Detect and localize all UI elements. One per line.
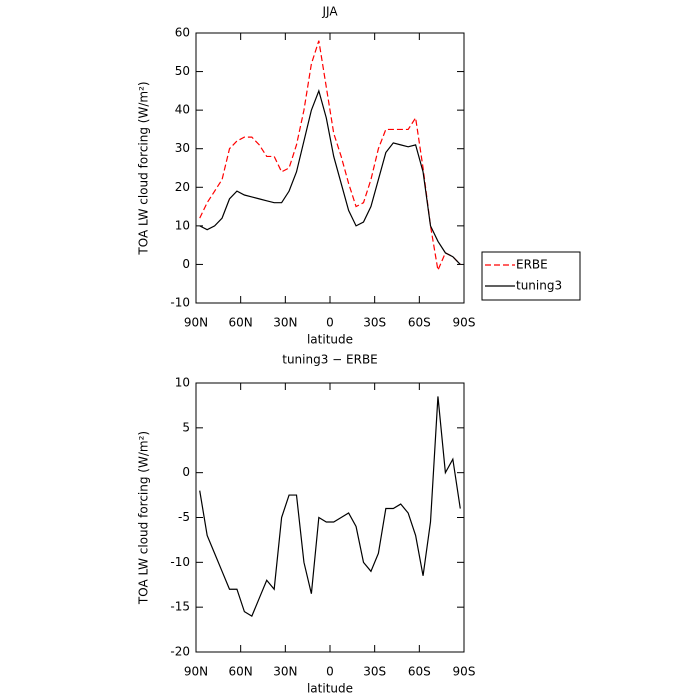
y-tick-label: -5 xyxy=(178,510,190,524)
y-tick-label: -20 xyxy=(170,645,190,659)
y-tick-label: 0 xyxy=(182,465,190,479)
legend-box xyxy=(481,251,581,301)
x-tick-label: 90N xyxy=(184,316,208,330)
legend-label: tuning3 xyxy=(516,279,562,293)
chart-title: tuning3 − ERBE xyxy=(282,353,378,367)
y-axis-label: TOA LW cloud forcing (W/m²) xyxy=(137,431,151,605)
y-tick-label: 40 xyxy=(175,103,190,117)
data-line xyxy=(199,40,461,273)
x-tick-label: 60N xyxy=(229,316,253,330)
x-axis-label: latitude xyxy=(307,682,353,696)
y-tick-label: -10 xyxy=(170,555,190,569)
x-axis-label: latitude xyxy=(307,333,353,347)
y-tick-label: 20 xyxy=(175,180,190,194)
y-tick-label: 50 xyxy=(175,64,190,78)
x-tick-label: 30S xyxy=(363,316,386,330)
x-tick-label: 90S xyxy=(453,665,476,679)
chart-title: JJA xyxy=(321,5,338,19)
y-axis-label: TOA LW cloud forcing (W/m²) xyxy=(137,81,151,255)
x-tick-label: 60S xyxy=(408,316,431,330)
x-tick-label: 0 xyxy=(326,316,334,330)
x-tick-label: 0 xyxy=(326,665,334,679)
x-tick-label: 90S xyxy=(453,316,476,330)
y-tick-label: 0 xyxy=(182,257,190,271)
data-line xyxy=(199,396,461,618)
legend-label: ERBE xyxy=(516,258,548,272)
y-tick-label: 10 xyxy=(175,376,190,390)
x-tick-label: 60S xyxy=(408,665,431,679)
data-line xyxy=(199,88,461,265)
x-tick-label: 90N xyxy=(184,665,208,679)
x-tick-label: 30S xyxy=(363,665,386,679)
plot-frame xyxy=(195,382,465,653)
y-tick-label: 30 xyxy=(175,141,190,155)
y-tick-label: 5 xyxy=(182,420,190,434)
y-tick-label: 60 xyxy=(175,26,190,40)
x-tick-label: 30N xyxy=(273,316,297,330)
x-tick-label: 60N xyxy=(229,665,253,679)
y-tick-label: -15 xyxy=(170,600,190,614)
y-tick-label: 10 xyxy=(175,218,190,232)
plot-frame xyxy=(195,32,465,304)
x-tick-label: 30N xyxy=(273,665,297,679)
y-tick-label: -10 xyxy=(170,296,190,310)
